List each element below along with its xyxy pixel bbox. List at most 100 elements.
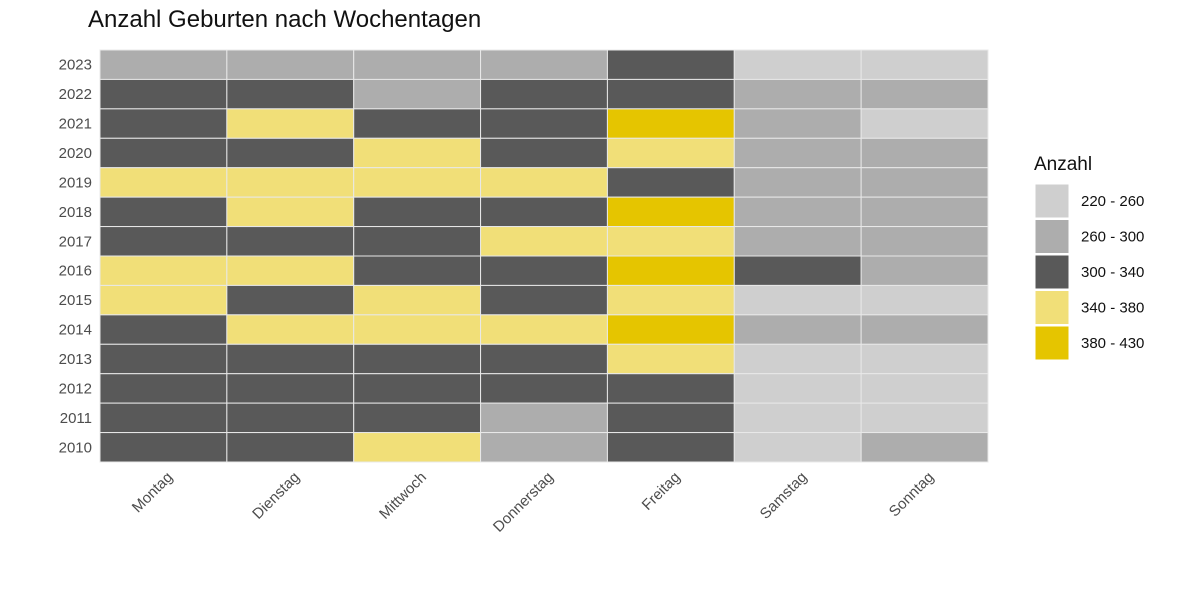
heatmap-cell — [860, 343, 989, 375]
heatmap-cell — [606, 314, 735, 345]
heatmap-cell — [733, 284, 862, 316]
heatmap-cell — [480, 314, 608, 345]
heatmap-cell — [606, 196, 735, 228]
heatmap-cell — [99, 255, 228, 286]
heatmap-cell — [606, 373, 735, 404]
heatmap-cell — [733, 314, 862, 345]
heatmap-cell — [226, 402, 355, 434]
heatmap-cell — [353, 255, 482, 286]
heatmap-cell — [226, 432, 355, 463]
heatmap-cell — [860, 108, 989, 139]
y-tick-label: 2012 — [59, 380, 92, 397]
heatmap-cell — [860, 167, 989, 198]
heatmap-cell — [606, 255, 735, 286]
x-tick-label: Mittwoch — [376, 469, 430, 523]
heatmap-cell — [226, 78, 355, 110]
legend-label: 340 - 380 — [1081, 300, 1144, 317]
heatmap-cell — [480, 108, 608, 139]
heatmap-cell — [480, 196, 608, 228]
heatmap-cell — [353, 343, 482, 375]
heatmap-cell — [733, 137, 862, 169]
heatmap-cell — [733, 255, 862, 286]
heatmap-cell — [99, 108, 228, 139]
heatmap-cell — [733, 373, 862, 404]
heatmap-cell — [606, 137, 735, 169]
y-tick-label: 2010 — [59, 439, 92, 456]
y-tick-label: 2015 — [59, 292, 92, 309]
heatmap-cell — [353, 284, 482, 316]
legend-swatch — [1034, 254, 1070, 290]
heatmap-cell — [226, 49, 355, 80]
heatmap-cell — [99, 49, 228, 80]
heatmap-cell — [226, 373, 355, 404]
x-tick-label: Sonntag — [886, 469, 938, 521]
heatmap-cell — [606, 432, 735, 463]
heatmap-cell — [860, 196, 989, 228]
heatmap-cell — [606, 226, 735, 257]
heatmap-cells — [99, 49, 989, 463]
x-tick-label: Donnerstag — [490, 469, 557, 536]
chart-title: Anzahl Geburten nach Wochentagen — [88, 6, 482, 33]
y-tick-label: 2016 — [59, 263, 92, 280]
heatmap-cell — [99, 137, 228, 169]
legend-swatch — [1034, 183, 1070, 219]
heatmap-cell — [353, 432, 482, 463]
heatmap-cell — [226, 137, 355, 169]
heatmap-cell — [480, 373, 608, 404]
heatmap-cell — [733, 226, 862, 257]
heatmap-cell — [480, 402, 608, 434]
heatmap-cell — [226, 284, 355, 316]
y-tick-label: 2017 — [59, 233, 92, 250]
heatmap-cell — [99, 402, 228, 434]
heatmap-cell — [353, 108, 482, 139]
x-tick-label: Samstag — [757, 469, 811, 523]
legend-label: 300 - 340 — [1081, 264, 1144, 281]
heatmap-cell — [480, 284, 608, 316]
heatmap-cell — [733, 78, 862, 110]
heatmap-cell — [733, 108, 862, 139]
heatmap-cell — [733, 167, 862, 198]
heatmap-cell — [606, 108, 735, 139]
y-tick-label: 2011 — [60, 410, 92, 427]
heatmap-cell — [226, 196, 355, 228]
heatmap-cell — [860, 432, 989, 463]
legend-swatch — [1034, 325, 1070, 361]
heatmap-cell — [480, 167, 608, 198]
legend-label: 260 - 300 — [1081, 229, 1144, 246]
heatmap-cell — [480, 137, 608, 169]
heatmap-cell — [99, 343, 228, 375]
heatmap-cell — [353, 402, 482, 434]
heatmap-cell — [733, 49, 862, 80]
heatmap-cell — [99, 432, 228, 463]
heatmap-cell — [860, 226, 989, 257]
heatmap-cell — [226, 343, 355, 375]
heatmap-cell — [733, 343, 862, 375]
heatmap-cell — [99, 167, 228, 198]
heatmap-cell — [226, 314, 355, 345]
heatmap-cell — [480, 49, 608, 80]
heatmap-cell — [733, 432, 862, 463]
heatmap-cell — [99, 226, 228, 257]
y-tick-label: 2023 — [59, 57, 92, 74]
heatmap-cell — [606, 78, 735, 110]
legend-swatch — [1034, 290, 1070, 325]
heatmap-cell — [480, 78, 608, 110]
x-tick-label: Montag — [129, 469, 176, 516]
heatmap-cell — [480, 343, 608, 375]
heatmap-cell — [353, 49, 482, 80]
heatmap-cell — [860, 78, 989, 110]
heatmap-cell — [99, 314, 228, 345]
heatmap-cell — [353, 167, 482, 198]
heatmap-cell — [733, 402, 862, 434]
y-tick-label: 2022 — [59, 86, 92, 103]
heatmap-cell — [733, 196, 862, 228]
heatmap-cell — [353, 314, 482, 345]
heatmap-cell — [860, 255, 989, 286]
heatmap-cell — [226, 167, 355, 198]
y-tick-label: 2021 — [59, 116, 92, 133]
y-tick-label: 2018 — [59, 204, 92, 221]
heatmap-cell — [99, 196, 228, 228]
heatmap-cell — [480, 226, 608, 257]
y-tick-label: 2019 — [59, 174, 92, 191]
